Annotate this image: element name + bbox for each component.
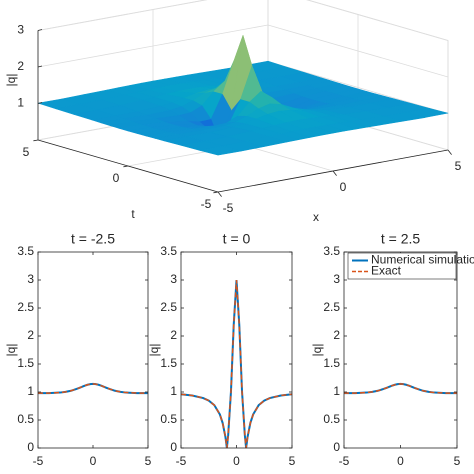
grid-line	[37, 24, 269, 68]
y-tick-label: 5	[23, 145, 30, 159]
series-line	[344, 383, 457, 394]
x-tick-label: 5	[455, 159, 462, 173]
y-tick-label: 2.5	[17, 300, 34, 314]
z-tick	[37, 29, 43, 31]
y-tick-label: 0.5	[17, 412, 34, 426]
z-tick-label: 3	[17, 23, 24, 37]
y-tick-label: 1.5	[323, 356, 340, 370]
y-tick-label: 1	[170, 384, 177, 398]
y-tick-label: 0.5	[160, 412, 177, 426]
y-tick-label: 0	[27, 440, 34, 454]
x-tick-label: -5	[176, 454, 187, 468]
y-tick-label: 1	[27, 384, 34, 398]
y-tick-label: 3	[27, 272, 34, 286]
x-tick-label: 0	[90, 454, 97, 468]
grid-line	[267, 61, 449, 114]
y-tick-label: 3.5	[17, 244, 34, 258]
x-tick-label: 5	[145, 454, 152, 468]
x-tick	[447, 149, 452, 155]
y-tick-label: 3.5	[323, 244, 340, 258]
legend-label: Exact	[371, 264, 402, 278]
grid-line	[37, 0, 208, 31]
chart-title: t = 2.5	[381, 231, 421, 247]
x-tick-label: 5	[289, 454, 296, 468]
z-tick-label: 2	[17, 59, 24, 73]
y-tick-label: 2	[27, 328, 34, 342]
x-tick-label: 0	[340, 180, 347, 194]
z-tick	[37, 102, 43, 104]
y-tick-label: 3	[333, 272, 340, 286]
plot-area	[38, 252, 148, 448]
y-tick	[213, 191, 219, 194]
series-line	[38, 383, 148, 394]
x-tick	[332, 170, 337, 176]
chart-title: t = 0	[223, 231, 251, 247]
y-tick-label: 0	[113, 171, 120, 185]
y-tick-label: 2.5	[160, 300, 177, 314]
chart-title: t = -2.5	[71, 231, 115, 247]
y-tick-label: 0	[170, 440, 177, 454]
y-axis-label: t	[131, 207, 135, 221]
z-axis-label: |q|	[4, 74, 18, 87]
y-tick	[33, 139, 39, 142]
grid-line	[306, 0, 449, 41]
y-tick-label: 2	[333, 328, 340, 342]
x-tick	[217, 191, 222, 197]
y-tick-label: 3.5	[160, 244, 177, 258]
y-tick-label: 1.5	[160, 356, 177, 370]
x-tick-label: -5	[33, 454, 44, 468]
y-tick	[123, 165, 129, 168]
grid-line	[267, 24, 449, 78]
y-axis-label: |q|	[310, 344, 324, 357]
legend-box	[347, 252, 457, 280]
y-tick-label: 3	[170, 272, 177, 286]
x-tick-label: -5	[339, 454, 350, 468]
z-tick-label: 1	[17, 96, 24, 110]
legend-label: Numerical simulation	[371, 253, 474, 267]
z-tick	[37, 65, 43, 68]
y-tick-label: -5	[201, 197, 212, 211]
x-tick-label: 5	[454, 454, 461, 468]
x-tick-label: 0	[233, 454, 240, 468]
plot-area	[344, 252, 457, 448]
y-tick-label: 1.5	[17, 356, 34, 370]
x-tick-label: -5	[223, 201, 234, 215]
x-tick-label: 0	[397, 454, 404, 468]
y-tick-label: 2	[170, 328, 177, 342]
y-axis-label: |q|	[147, 344, 161, 357]
series-line	[180, 279, 293, 449]
x-axis-label: x	[313, 210, 319, 224]
y-tick-label: 0.5	[323, 412, 340, 426]
y-tick-label: 2.5	[323, 300, 340, 314]
y-tick-label: 1	[333, 384, 340, 398]
surface-patch	[199, 145, 242, 156]
y-axis-label: |q|	[4, 344, 18, 357]
y-tick-label: 0	[333, 440, 340, 454]
